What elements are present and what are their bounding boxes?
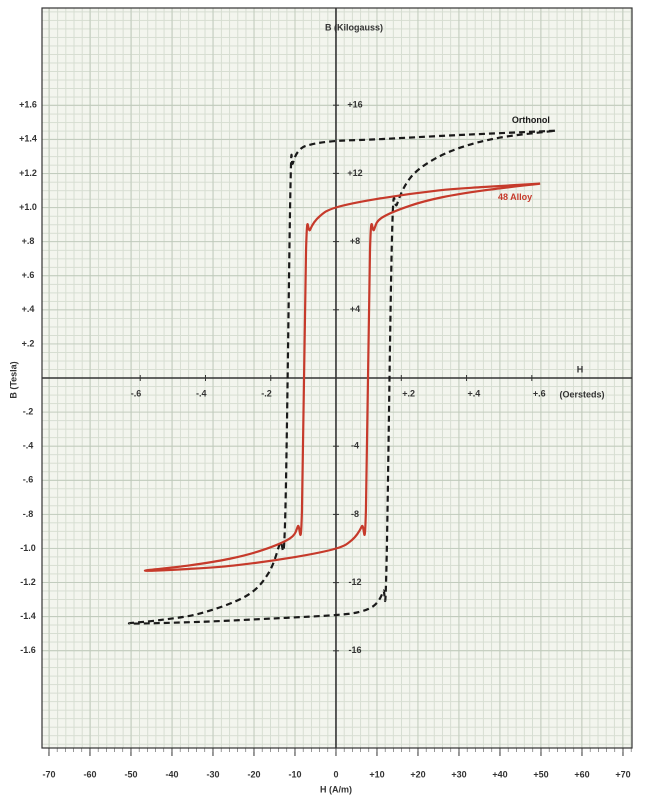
x-tick-label: +20 bbox=[410, 769, 425, 779]
y2-tick-label: +4 bbox=[350, 304, 360, 314]
y2-axis-label: B (Kilogauss) bbox=[325, 22, 383, 32]
y-tick-label: +.2 bbox=[22, 338, 35, 348]
x-tick-label: -60 bbox=[83, 769, 96, 779]
x-tick-label: -10 bbox=[288, 769, 301, 779]
y2-tick-label: +8 bbox=[350, 236, 360, 246]
x-tick-label: +70 bbox=[615, 769, 630, 779]
curve bbox=[143, 182, 541, 572]
series-label: 48 Alloy bbox=[498, 192, 532, 202]
x-tick-label: 0 bbox=[333, 769, 338, 779]
x2-tick-label: +.4 bbox=[468, 388, 481, 398]
y-tick-label: -1.0 bbox=[20, 543, 36, 553]
x2-tick-label: -.2 bbox=[261, 388, 272, 398]
y-tick-label: +1.2 bbox=[19, 168, 37, 178]
curve bbox=[127, 129, 556, 625]
y2-tick-label: +16 bbox=[347, 100, 362, 110]
y-tick-label: +1.0 bbox=[19, 202, 37, 212]
y-tick-label: +1.4 bbox=[19, 134, 37, 144]
y2-tick-label: +12 bbox=[347, 168, 362, 178]
x2-tick-label: -.6 bbox=[131, 388, 142, 398]
x2-axis-label: H bbox=[577, 364, 584, 374]
x-tick-label: -30 bbox=[206, 769, 219, 779]
x-tick-label: +60 bbox=[574, 769, 589, 779]
y-tick-label: +.6 bbox=[22, 270, 35, 280]
y-tick-label: -.8 bbox=[23, 509, 34, 519]
x-tick-label: -50 bbox=[124, 769, 137, 779]
x-tick-label: +40 bbox=[492, 769, 507, 779]
y2-tick-label: -16 bbox=[348, 645, 361, 655]
x2-axis-unit: (Oersteds) bbox=[559, 389, 604, 399]
y-tick-label: -.4 bbox=[23, 441, 34, 451]
y2-tick-label: -12 bbox=[348, 577, 361, 587]
x2-tick-label: +.2 bbox=[402, 388, 415, 398]
y-tick-label: -.2 bbox=[23, 406, 34, 416]
y-tick-label: -1.4 bbox=[20, 611, 36, 621]
y-tick-label: +.8 bbox=[22, 236, 35, 246]
y-tick-label: -1.2 bbox=[20, 577, 36, 587]
y-tick-label: -.6 bbox=[23, 475, 34, 485]
y-tick-label: +1.6 bbox=[19, 100, 37, 110]
x-tick-label: +50 bbox=[533, 769, 548, 779]
x-tick-label: -70 bbox=[42, 769, 55, 779]
y-axis-label: B (Tesla) bbox=[8, 361, 18, 398]
x-tick-label: -20 bbox=[247, 769, 260, 779]
y2-tick-label: -4 bbox=[351, 441, 359, 451]
x-tick-label: +10 bbox=[369, 769, 384, 779]
x-axis-label: H (A/m) bbox=[320, 784, 352, 794]
y-tick-label: -1.6 bbox=[20, 645, 36, 655]
series-label: Orthonol bbox=[512, 115, 550, 125]
x2-tick-label: +.6 bbox=[533, 388, 546, 398]
y-tick-label: +.4 bbox=[22, 304, 35, 314]
x-tick-label: +30 bbox=[451, 769, 466, 779]
x-tick-label: -40 bbox=[165, 769, 178, 779]
y2-tick-label: -8 bbox=[351, 509, 359, 519]
x2-tick-label: -.4 bbox=[196, 388, 207, 398]
